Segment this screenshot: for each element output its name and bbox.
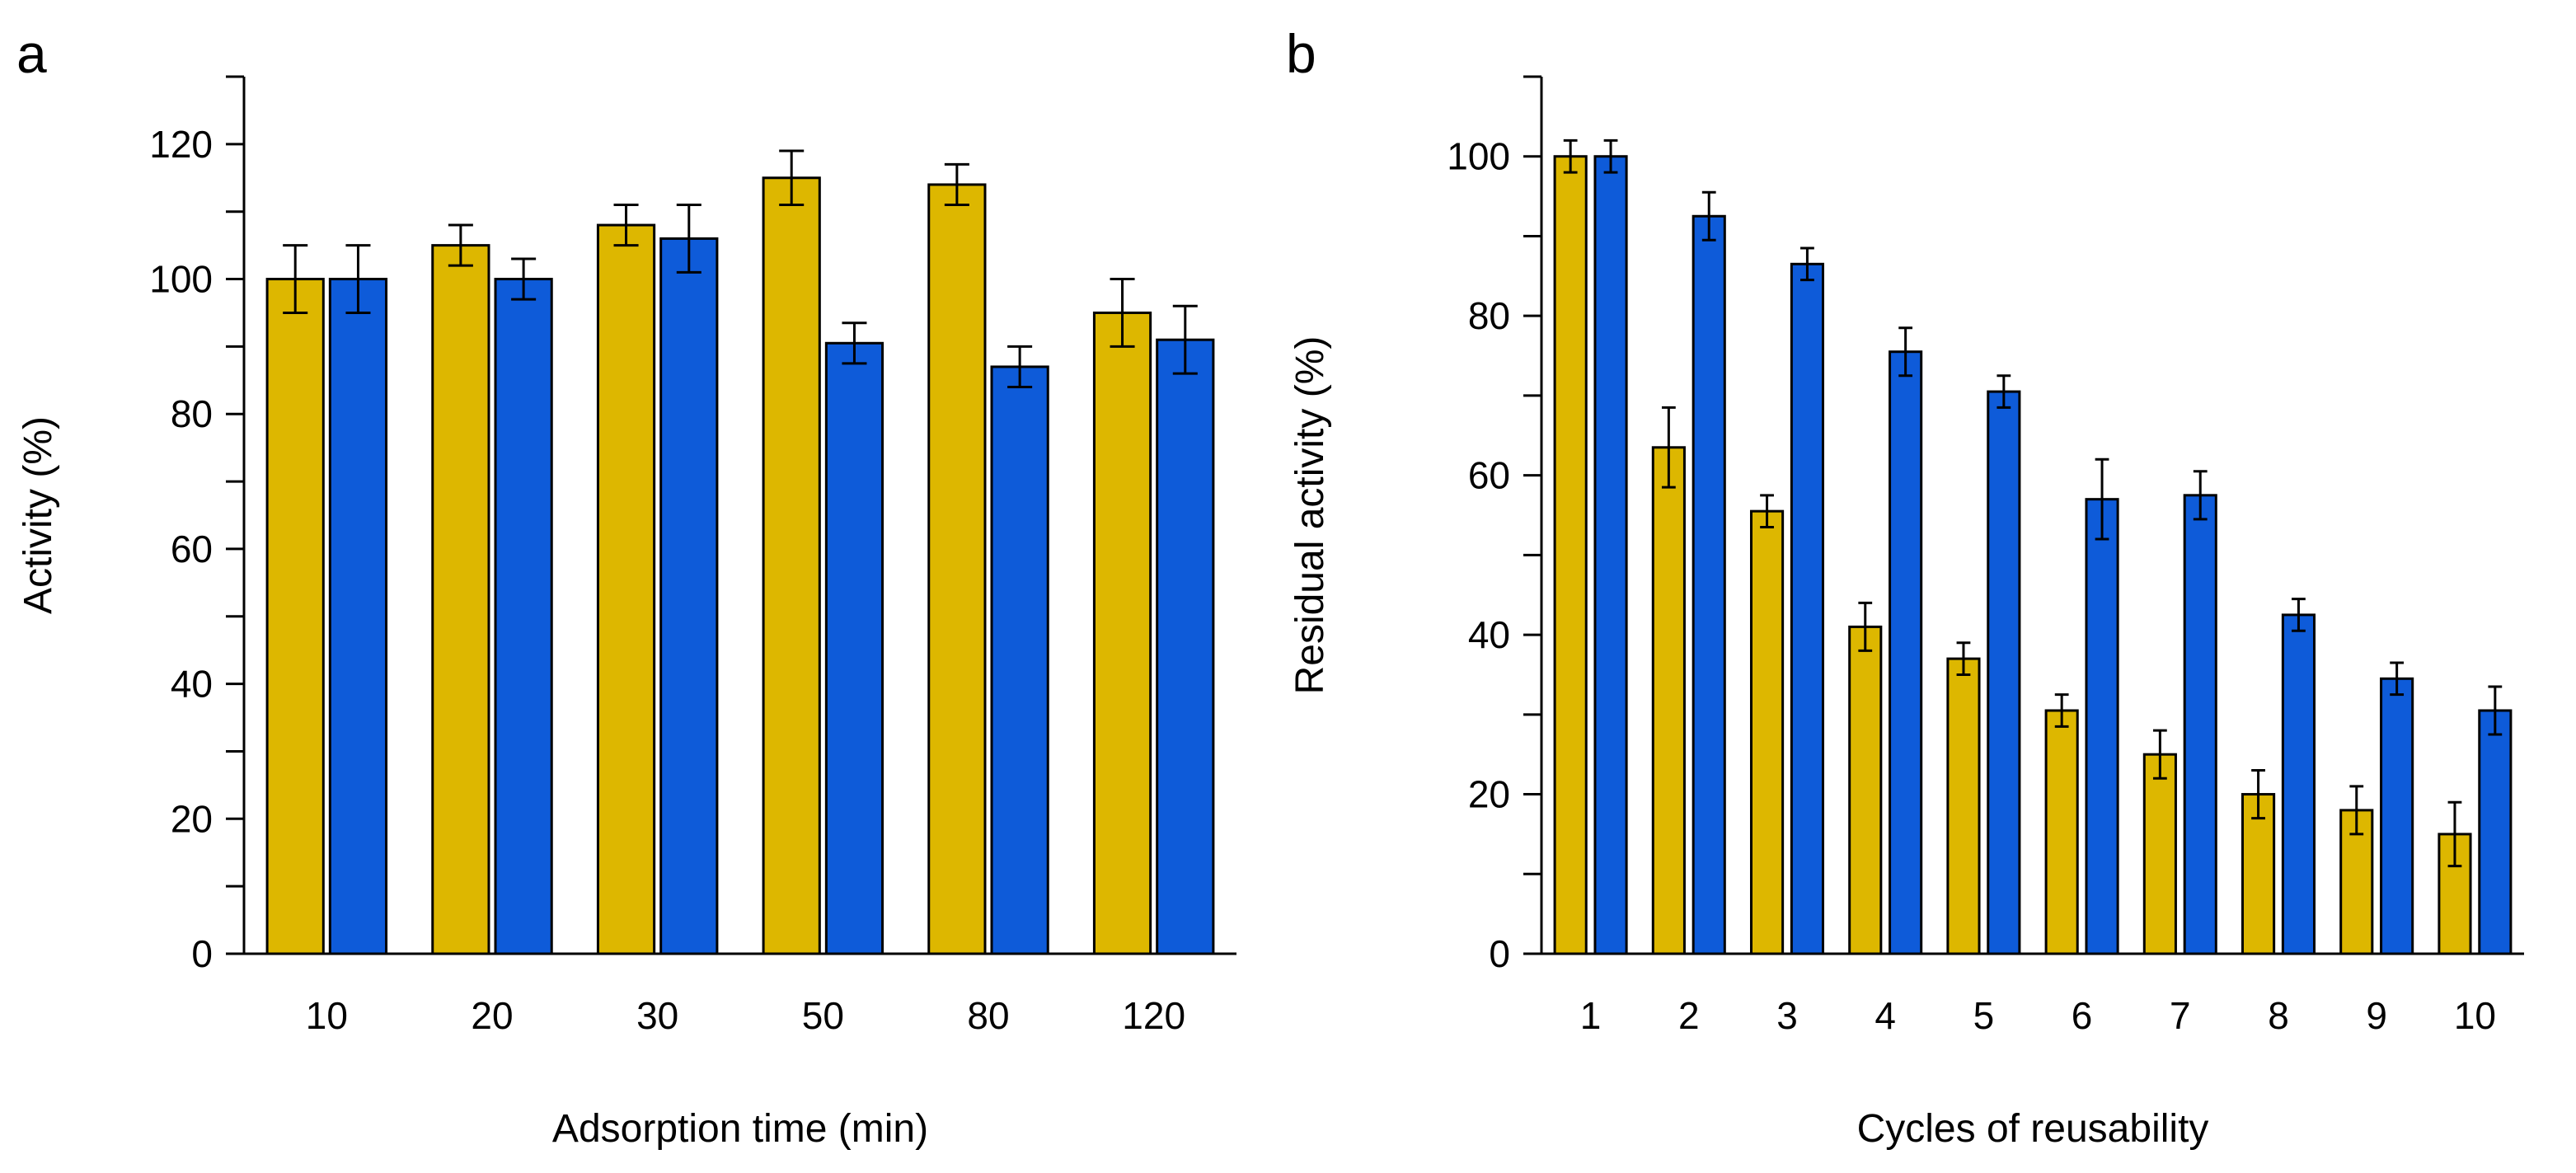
bar-a-s1-80 [927, 183, 987, 955]
x-tick-label: 80 [967, 994, 1009, 1037]
error-bar-b-s1-10 [2447, 800, 2462, 868]
chart-panel-a: a 0 20 40 60 80 100 120 10 20 30 50 80 120 Adsorption… [16, 23, 1236, 1151]
error-bar-b-s2-3 [1800, 246, 1814, 282]
error-bar-b-s1-9 [2349, 785, 2364, 836]
error-bar-b-s1-8 [2251, 769, 2265, 820]
x-tick-label: 5 [1973, 994, 1995, 1037]
x-tick-label: 4 [1875, 994, 1896, 1037]
error-bar-b-s1-2 [1661, 406, 1676, 489]
bar-b-s1-7 [2142, 753, 2177, 955]
x-tick-label: 20 [471, 994, 513, 1037]
x-tick-label: 1 [1580, 994, 1602, 1037]
y-axis-title: Residual activity (%) [1288, 336, 1332, 695]
x-tick-label: 10 [2454, 994, 2496, 1037]
bar-b-s1-1 [1553, 155, 1588, 955]
bar-b-s2-8 [2281, 613, 2316, 955]
error-bar-b-s1-6 [2054, 693, 2069, 728]
y-tick-label: 0 [191, 932, 213, 975]
x-tick-label: 8 [2268, 994, 2289, 1037]
error-bar-b-s2-8 [2292, 598, 2306, 632]
error-bar-a-s1-20 [448, 223, 473, 267]
y-tick-label: 60 [171, 528, 213, 570]
y-tick-label: 80 [1468, 294, 1510, 337]
error-bar-b-s2-6 [2095, 457, 2109, 541]
bar-a-s1-50 [762, 176, 821, 955]
bar-b-s2-10 [2478, 709, 2513, 955]
panel-letter-a: a [16, 23, 47, 84]
bar-a-s2-120 [1156, 338, 1215, 955]
x-tick-label: 2 [1678, 994, 1700, 1037]
error-bar-b-s2-1 [1603, 138, 1618, 174]
bar-b-s1-4 [1848, 625, 1883, 955]
bar-b-s2-6 [2085, 498, 2119, 955]
x-tick-label: 120 [1122, 994, 1185, 1037]
bar-b-s1-3 [1749, 509, 1785, 955]
bar-b-s1-6 [2044, 709, 2079, 955]
x-tick-label: 9 [2366, 994, 2387, 1037]
y-tick-label: 100 [1447, 135, 1510, 178]
bar-b-s2-1 [1593, 155, 1628, 955]
error-bar-b-s2-4 [1898, 326, 1913, 378]
error-bar-b-s2-7 [2193, 470, 2208, 521]
error-bar-b-s1-5 [1956, 641, 1971, 676]
error-bar-a-s2-50 [842, 321, 867, 365]
error-bar-a-s1-120 [1110, 278, 1135, 348]
x-tick-label: 10 [306, 994, 348, 1037]
bar-b-s2-2 [1692, 214, 1726, 955]
panel-letter-b: b [1286, 23, 1316, 84]
error-bar-a-s2-20 [511, 257, 537, 301]
x-axis-title: Cycles of reusability [1857, 1107, 2209, 1151]
y-tick-label: 100 [149, 258, 213, 301]
error-bar-a-s2-10 [345, 244, 371, 314]
bar-a-s2-50 [824, 341, 884, 955]
y-axis-title: Activity (%) [16, 416, 60, 614]
error-bar-b-s2-9 [2390, 661, 2405, 697]
error-bar-b-s1-1 [1563, 138, 1578, 174]
error-bar-b-s1-7 [2152, 729, 2167, 780]
y-tick-label: 40 [1468, 613, 1510, 656]
y-tick-label: 80 [171, 392, 213, 435]
bar-a-s1-120 [1092, 311, 1152, 955]
bar-a-s2-30 [659, 237, 719, 955]
y-tick-label: 120 [149, 123, 213, 166]
y-tick-label: 20 [1468, 773, 1510, 816]
x-tick-label: 30 [636, 994, 678, 1037]
bar-b-s2-4 [1889, 350, 1923, 955]
bar-a-s2-80 [990, 365, 1049, 955]
bar-a-s1-10 [265, 278, 325, 955]
y-tick-label: 0 [1489, 932, 1510, 975]
x-axis-title: Adsorption time (min) [552, 1107, 928, 1151]
y-tick-label: 20 [171, 797, 213, 840]
error-bar-b-s2-5 [1997, 374, 2011, 409]
bar-a-s1-30 [596, 223, 656, 955]
bar-b-s2-9 [2380, 677, 2414, 955]
bar-b-s2-5 [1987, 390, 2021, 955]
x-tick-label: 7 [2170, 994, 2191, 1037]
error-bar-a-s1-10 [283, 244, 308, 314]
y-tick-label: 60 [1468, 454, 1510, 497]
error-bar-b-s1-3 [1760, 494, 1774, 529]
x-tick-label: 6 [2072, 994, 2093, 1037]
error-bar-b-s1-4 [1858, 601, 1873, 652]
bar-a-s2-20 [494, 278, 553, 955]
bar-b-s2-3 [1790, 262, 1825, 955]
y-tick-label: 40 [171, 663, 213, 706]
error-bar-a-s2-80 [1007, 345, 1033, 388]
error-bar-a-s1-80 [944, 162, 969, 207]
chart-panel-b: b 0 20 40 60 80 100 1 2 3 4 5 6 7 8 9 10 Cycles of reusa… [1286, 23, 2524, 1151]
bar-a-s1-20 [431, 244, 490, 955]
error-bar-b-s2-2 [1701, 190, 1716, 242]
x-tick-label: 50 [802, 994, 844, 1037]
error-bar-a-s2-30 [676, 204, 701, 274]
error-bar-a-s2-120 [1172, 304, 1198, 375]
error-bar-a-s1-30 [613, 204, 639, 247]
bar-b-s1-5 [1946, 657, 1981, 955]
bar-b-s1-2 [1651, 446, 1686, 955]
x-tick-label: 3 [1776, 994, 1798, 1037]
error-bar-b-s2-10 [2488, 685, 2503, 736]
error-bar-a-s1-50 [779, 149, 805, 207]
bar-b-s2-7 [2183, 494, 2217, 955]
bar-a-s2-10 [328, 278, 388, 955]
